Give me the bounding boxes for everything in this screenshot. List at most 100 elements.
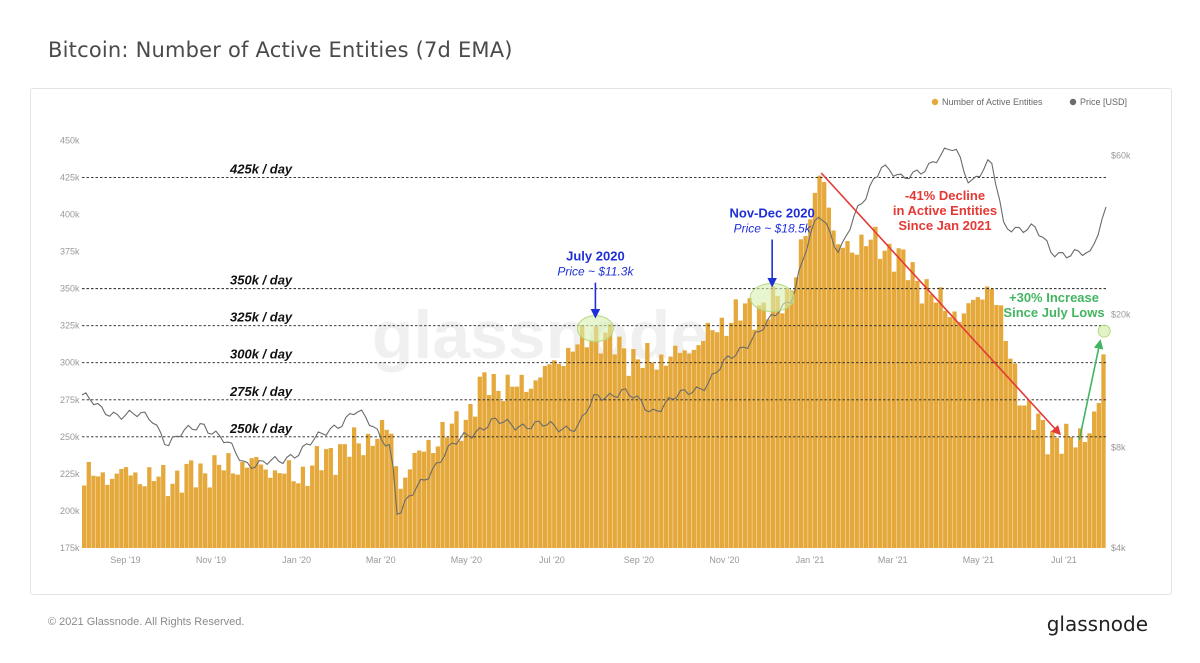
bar [696,345,701,548]
bar [822,182,827,549]
x-tick-label: Nov '20 [709,555,739,565]
bar [175,470,180,548]
bar [915,280,920,548]
bar [235,474,240,548]
bar [147,467,152,548]
highlight-ellipse-july-2020 [576,315,614,343]
bar [831,230,836,548]
reference-line-label: 425k / day [229,161,293,176]
bar [761,302,766,548]
y-left-tick-label: 175k [60,543,80,553]
bar [566,347,571,548]
bar [966,303,971,548]
bar [663,365,669,548]
y-left-tick-label: 225k [60,469,80,479]
bar [133,472,138,548]
bar [710,330,715,548]
bar [752,329,757,548]
bar [1008,358,1013,548]
bar [910,262,915,548]
bar [612,354,617,548]
bar [1022,405,1027,548]
bar [184,463,189,548]
bar [724,335,729,548]
bar [1059,453,1064,548]
bar [542,365,548,548]
bar [891,271,897,548]
bar [1082,442,1088,548]
bar [263,469,268,548]
bar [459,440,464,548]
bar [1050,430,1055,548]
bar [1036,413,1041,548]
bar [207,487,212,548]
bar [91,475,96,548]
y-left-tick-label: 400k [60,210,80,220]
bar [998,305,1004,548]
bar [272,470,278,548]
bar [654,369,659,548]
x-tick-label: Sep '20 [624,555,654,565]
bar [845,241,850,548]
bar [957,322,962,548]
bar [784,288,790,548]
bar [836,244,841,548]
bar [570,351,576,548]
bar [370,445,375,548]
bar [1078,428,1083,548]
y-left-tick-label: 350k [60,284,80,294]
bar [766,319,771,548]
bar [165,496,171,548]
bar [919,303,925,548]
bar [123,467,129,548]
bar [756,305,762,548]
bar [375,438,380,548]
bar [1101,354,1106,548]
bar [258,464,264,548]
bar [635,359,641,548]
bar [649,362,655,548]
bar [938,287,943,548]
bar [840,247,845,548]
bar [472,416,478,548]
x-tick-label: Sep '19 [110,555,140,565]
bar [477,376,482,548]
bar [524,391,529,548]
bar [496,390,501,548]
bar [603,332,608,548]
bar [552,360,557,548]
bar [212,455,217,548]
bar [971,299,976,548]
highlight-ellipse-july-lows [1097,324,1111,338]
annotation-price-july-2020: Price ~ $11.3k [557,265,634,279]
bar [379,419,385,548]
annotation-increase-text: +30% Increase [1009,290,1099,305]
legend: Number of Active Entities Price [USD] [931,97,1127,107]
bar [659,354,664,548]
arrow-decline [820,172,1062,436]
legend-label-price: Price [USD] [1080,97,1127,107]
price-line [81,147,1107,516]
bar [775,295,780,548]
bar [1031,429,1036,548]
bar [244,467,250,548]
bar [673,345,678,548]
annotation-decline-text: in Active Entities [893,203,997,218]
bar [305,485,310,548]
bar [887,243,892,548]
bar [687,353,692,548]
bar [142,486,147,548]
bar [86,461,91,548]
bar [645,343,650,548]
bar [677,352,683,548]
bar [794,277,799,548]
bar [445,437,450,548]
bar [519,374,524,548]
bar [975,297,980,548]
bar [500,401,506,548]
y-right-tick-label: $8k [1111,442,1126,452]
bar [82,485,87,548]
bar [989,288,994,548]
bar [631,349,636,548]
bar [286,460,292,548]
